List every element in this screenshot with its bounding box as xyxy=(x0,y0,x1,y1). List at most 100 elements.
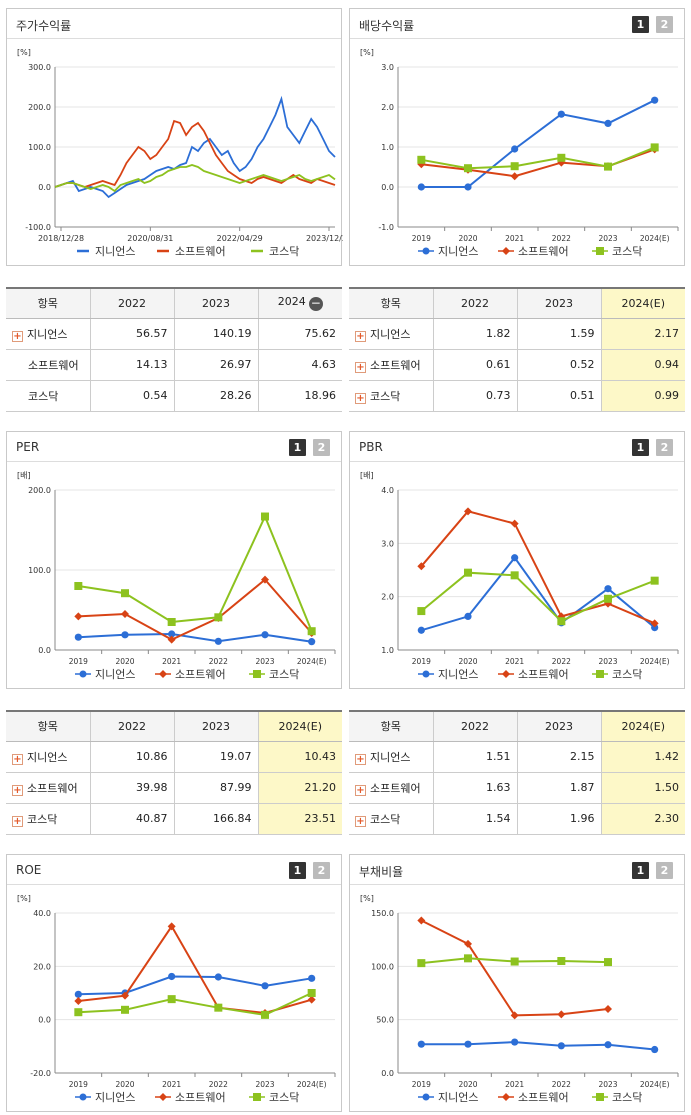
y-tick-label: 2.0 xyxy=(381,103,394,112)
table-cell: 1.50 xyxy=(601,772,685,804)
data-point xyxy=(307,627,316,636)
legend-marker xyxy=(159,670,167,678)
legend-label: 소프트웨어 xyxy=(175,668,226,681)
x-tick-label: 2021 xyxy=(162,657,181,666)
series-line xyxy=(421,99,656,188)
data-point xyxy=(307,989,316,997)
row-label[interactable]: + 소프트웨어 xyxy=(349,772,434,804)
data-point xyxy=(510,172,519,181)
unit-label: [배] xyxy=(360,471,374,480)
data-point xyxy=(121,1005,129,1014)
data-point xyxy=(604,594,612,603)
row-label[interactable]: + 지니언스 xyxy=(349,741,434,773)
row-name: 소프트웨어 xyxy=(27,781,78,795)
expand-icon[interactable]: + xyxy=(355,753,366,765)
column-header: 2022 xyxy=(433,711,518,742)
expand-icon[interactable]: + xyxy=(355,784,366,796)
table-cell: 0.94 xyxy=(601,349,685,381)
table-cell: 21.20 xyxy=(258,772,342,804)
data-point xyxy=(510,1011,519,1020)
legend-label: 지니언스 xyxy=(438,245,478,258)
panel-title: PBR xyxy=(359,440,383,454)
row-label[interactable]: + 코스닥 xyxy=(349,803,434,835)
data-point xyxy=(417,916,426,925)
x-tick-label: 2018/12/28 xyxy=(38,234,84,243)
table-row: + 소프트웨어 0.61 0.52 0.94 xyxy=(349,349,685,381)
view-2-button[interactable]: 2 xyxy=(313,862,330,879)
expand-icon[interactable]: + xyxy=(12,815,23,827)
data-point xyxy=(214,613,223,622)
y-tick-label: 0.0 xyxy=(381,1069,394,1078)
table-cell: 0.54 xyxy=(90,380,175,412)
collapse-icon[interactable]: − xyxy=(308,296,323,312)
row-label[interactable]: + 지니언스 xyxy=(349,318,434,350)
pbr-chart: [배] 4.0 3.0 2.0 1.0 2019 2020 2021 2022 2023 2024(… xyxy=(360,471,679,681)
table-row: + 지니언스 56.57 140.19 75.62 xyxy=(6,318,342,350)
row-label[interactable]: + 소프트웨어 xyxy=(349,349,434,381)
view-2-button[interactable]: 2 xyxy=(656,439,673,456)
row-label[interactable]: + 소프트웨어 xyxy=(6,772,91,804)
x-tick-label: 2020 xyxy=(115,1080,134,1089)
table-row: + 지니언스 10.86 19.07 10.43 xyxy=(6,741,342,773)
column-header: 2023 xyxy=(517,288,602,319)
legend: 지니언스 소프트웨어 코스닥 xyxy=(418,245,642,258)
view-1-button[interactable]: 1 xyxy=(632,439,649,456)
row-label[interactable]: + 지니언스 xyxy=(6,318,91,350)
view-1-button[interactable]: 1 xyxy=(289,439,306,456)
view-1-button[interactable]: 1 xyxy=(632,16,649,33)
expand-icon[interactable]: + xyxy=(12,330,23,342)
expand-icon[interactable]: + xyxy=(12,784,23,796)
y-tick-label: 20.0 xyxy=(33,962,51,971)
series-line xyxy=(421,1041,655,1051)
column-header: 2023 xyxy=(517,711,602,742)
view-1-button[interactable]: 1 xyxy=(632,862,649,879)
view-1-button[interactable]: 1 xyxy=(289,862,306,879)
data-point xyxy=(604,119,612,127)
roe-panel: ROE 1 2 [%] 40.0 20.0 0.0 -20.0 2019 2020 2021 2… xyxy=(6,854,342,1112)
x-tick-label: 2020/08/31 xyxy=(127,234,173,243)
row-label[interactable]: + 코스닥 xyxy=(349,380,434,412)
legend-marker xyxy=(596,247,604,255)
row-label[interactable]: + 지니언스 xyxy=(6,741,91,773)
legend-marker xyxy=(422,1093,430,1101)
expand-icon[interactable]: + xyxy=(355,815,366,827)
panel-title: 배당수익률 xyxy=(359,19,415,33)
x-tick-label: 2023 xyxy=(598,657,617,666)
table-cell: 1.54 xyxy=(433,803,518,835)
x-tick-label: 2022 xyxy=(209,1080,228,1089)
series-line xyxy=(78,975,312,996)
table-cell: 10.43 xyxy=(258,741,342,773)
legend-label: 지니언스 xyxy=(438,668,478,681)
column-header: 항목 xyxy=(6,288,91,319)
data-point xyxy=(121,589,129,598)
debt-ratio-chart: [%] 150.0 100.0 50.0 0.0 2019 2020 2021 2022 2023… xyxy=(360,894,679,1104)
expand-icon[interactable]: + xyxy=(355,392,366,404)
view-2-button[interactable]: 2 xyxy=(313,439,330,456)
column-header: 2022 xyxy=(433,288,518,319)
data-point xyxy=(417,607,426,616)
data-point xyxy=(650,143,659,152)
row-label[interactable]: + 코스닥 xyxy=(6,803,91,835)
column-header-label: 2023 xyxy=(202,719,230,733)
table-cell: 0.51 xyxy=(517,380,602,412)
legend-marker xyxy=(79,670,87,678)
expand-icon[interactable]: + xyxy=(12,753,23,765)
y-tick-label: 100.0 xyxy=(371,962,394,971)
table-cell: 0.52 xyxy=(517,349,602,381)
expand-icon[interactable]: + xyxy=(355,330,366,342)
expand-icon[interactable]: + xyxy=(355,361,366,373)
data-point xyxy=(261,512,269,521)
table-row: + 지니언스 1.82 1.59 2.17 xyxy=(349,318,685,350)
data-point xyxy=(557,957,566,965)
row-name: 소프트웨어 xyxy=(370,358,421,372)
view-2-button[interactable]: 2 xyxy=(656,16,673,33)
table-cell: 166.84 xyxy=(174,803,259,835)
y-tick-label: 1.0 xyxy=(381,143,394,152)
column-header-label: 항목 xyxy=(380,720,401,734)
data-point xyxy=(121,610,129,618)
data-point xyxy=(74,612,83,621)
x-tick-label: 2024(E) xyxy=(640,234,670,243)
view-2-button[interactable]: 2 xyxy=(656,862,673,879)
table-cell: 28.26 xyxy=(174,380,259,412)
table-cell: 2.15 xyxy=(517,741,602,773)
